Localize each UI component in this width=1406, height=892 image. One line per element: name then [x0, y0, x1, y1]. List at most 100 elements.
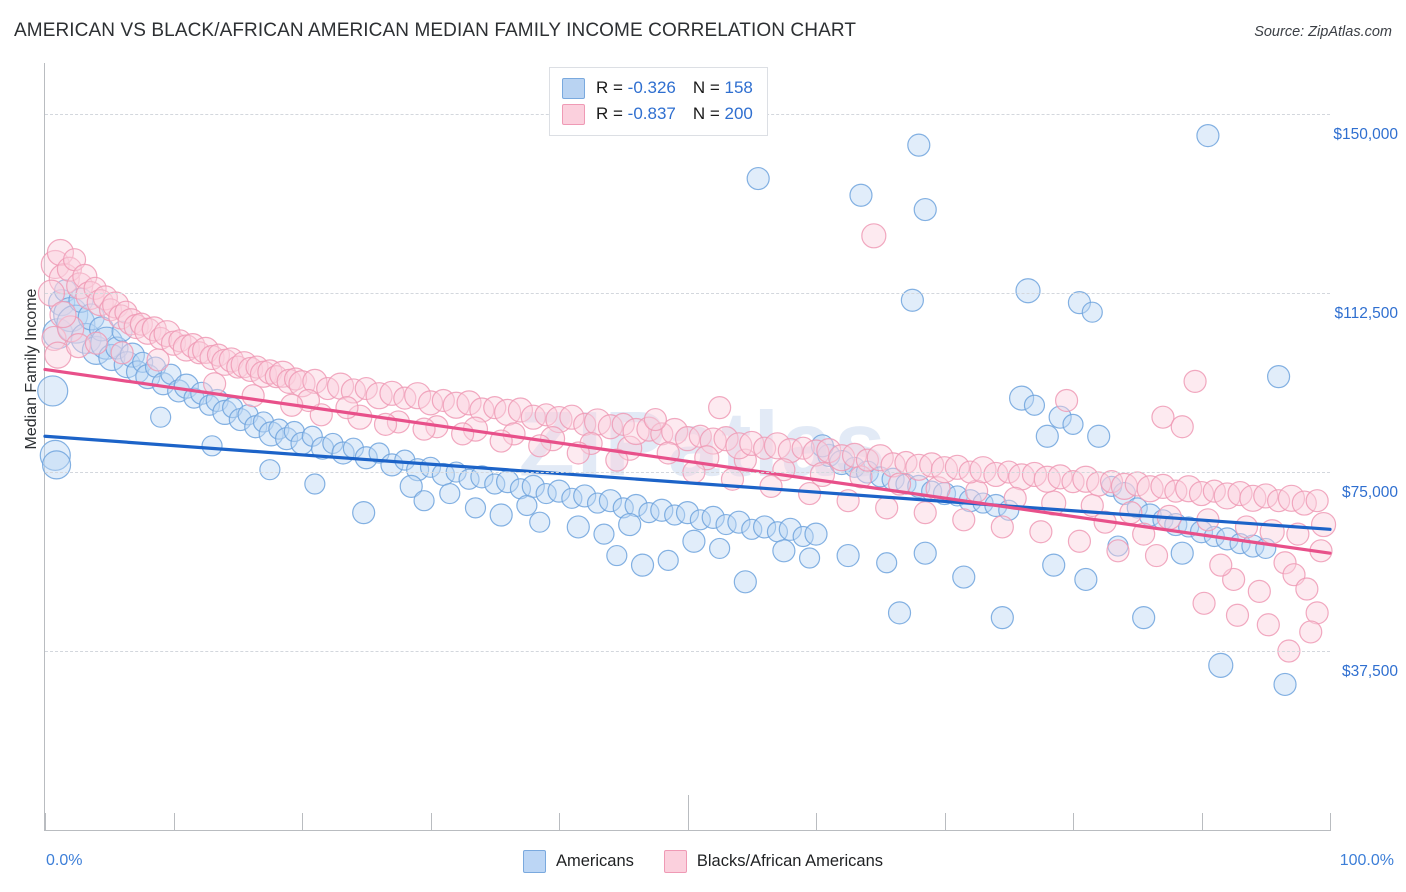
scatter-point: [1273, 672, 1297, 697]
scatter-point: [630, 553, 655, 577]
source-attribution: Source: ZipAtlas.com: [1254, 24, 1392, 40]
scatter-point: [1015, 278, 1041, 304]
scatter-point: [675, 501, 700, 525]
scatter-point: [529, 511, 551, 533]
x-axis-tick: [173, 813, 175, 830]
scatter-point: [1151, 405, 1175, 429]
scatter-point: [283, 367, 308, 391]
scatter-point: [1170, 415, 1194, 439]
scatter-point: [1144, 543, 1169, 568]
scatter-point: [573, 484, 597, 508]
x-axis-min-label: 0.0%: [46, 852, 83, 869]
scatter-point: [1256, 613, 1280, 637]
scatter-point: [836, 543, 860, 568]
stat-row-blacks: R = -0.837 N = 200: [562, 101, 753, 127]
scatter-point: [1305, 601, 1329, 625]
scatter-point: [81, 335, 112, 365]
scatter-point: [944, 454, 970, 480]
scatter-point: [1196, 124, 1220, 148]
x-axis-tick: [687, 795, 689, 830]
scatter-point: [913, 501, 937, 525]
scatter-point: [1192, 591, 1216, 615]
scatter-point: [547, 479, 571, 503]
scatter-point: [816, 437, 842, 464]
legend-color-blacks-icon: [663, 850, 687, 873]
x-axis-tick: [302, 813, 303, 830]
plot-area: [37, 63, 1337, 830]
stat-row-americans: R = -0.326 N = 158: [562, 75, 753, 101]
scatter-point: [1183, 369, 1207, 393]
scatter-point: [778, 517, 802, 541]
scatter-point: [969, 456, 997, 484]
scatter-point: [772, 539, 796, 563]
gridline: [45, 651, 1330, 653]
x-axis-tick: [559, 813, 560, 830]
x-axis-tick: [45, 813, 46, 830]
scatter-point: [379, 380, 405, 406]
scatter-point: [464, 497, 487, 519]
scatter-point: [605, 448, 629, 472]
scatter-point: [1062, 413, 1084, 435]
scatter-point: [1170, 541, 1194, 565]
scatter-point: [1277, 484, 1306, 512]
scatter-point: [144, 356, 167, 378]
scatter-point: [56, 304, 96, 344]
legend-swatch-blacks-icon: [562, 103, 585, 125]
scatter-point: [489, 503, 513, 527]
scatter-point: [1008, 385, 1035, 411]
scatter-point: [952, 565, 976, 589]
scatter-point: [1067, 529, 1092, 553]
x-axis-tick: [1201, 813, 1203, 830]
scatter-point: [861, 223, 887, 249]
scatter-point: [1023, 394, 1046, 416]
scatter-point: [110, 341, 134, 365]
scatter-point: [875, 496, 899, 520]
scatter-point: [187, 341, 211, 365]
legend-item-blacks-african-americans[interactable]: Blacks/African Americans: [663, 850, 883, 873]
scatter-point: [952, 508, 976, 532]
x-axis-tick: [1330, 813, 1331, 830]
scatter-point: [1175, 475, 1203, 503]
scatter-point: [593, 523, 615, 545]
scatter-point: [763, 432, 792, 460]
gridline: [45, 472, 1330, 474]
scatter-point: [746, 166, 770, 191]
scatter-point: [725, 432, 753, 460]
x-axis-tick: [944, 813, 946, 830]
y-axis-line: [44, 63, 45, 830]
scatter-point: [1029, 520, 1053, 544]
scatter-point: [41, 325, 67, 352]
legend-label-americans: Americans: [555, 852, 634, 870]
scatter-point: [1081, 301, 1103, 323]
scatter-point: [709, 537, 731, 560]
series-legend: Americans Blacks/African Americans: [0, 850, 1406, 873]
scatter-point: [539, 426, 566, 452]
scatter-point: [1295, 577, 1319, 601]
scatter-point: [1132, 606, 1156, 630]
scatter-point: [283, 420, 305, 443]
scatter-point: [304, 473, 326, 495]
x-axis-line: [44, 830, 1331, 831]
scatter-point: [507, 397, 534, 423]
scatter-point: [866, 444, 894, 472]
scatter-point: [1136, 475, 1164, 503]
scatter-point: [887, 601, 912, 625]
scatter-point: [1119, 501, 1143, 525]
scatter-point: [37, 375, 69, 407]
series-blacks-african-americans: [37, 223, 1337, 663]
n-value-americans: N = 158: [692, 78, 753, 97]
scatter-point: [657, 549, 679, 571]
scatter-point: [114, 300, 138, 324]
scatter-point: [1106, 539, 1130, 563]
scatter-point: [173, 373, 199, 399]
scatter-point: [1266, 365, 1291, 389]
scatter-point: [913, 541, 937, 565]
legend-item-americans[interactable]: Americans: [522, 850, 634, 873]
scatter-point: [1305, 489, 1329, 513]
scatter-point: [566, 515, 590, 539]
scatter-point: [442, 391, 470, 419]
scatter-point: [1087, 424, 1111, 448]
scatter-point: [907, 474, 931, 498]
scatter-point: [1247, 579, 1271, 603]
scatter-point: [650, 498, 674, 522]
